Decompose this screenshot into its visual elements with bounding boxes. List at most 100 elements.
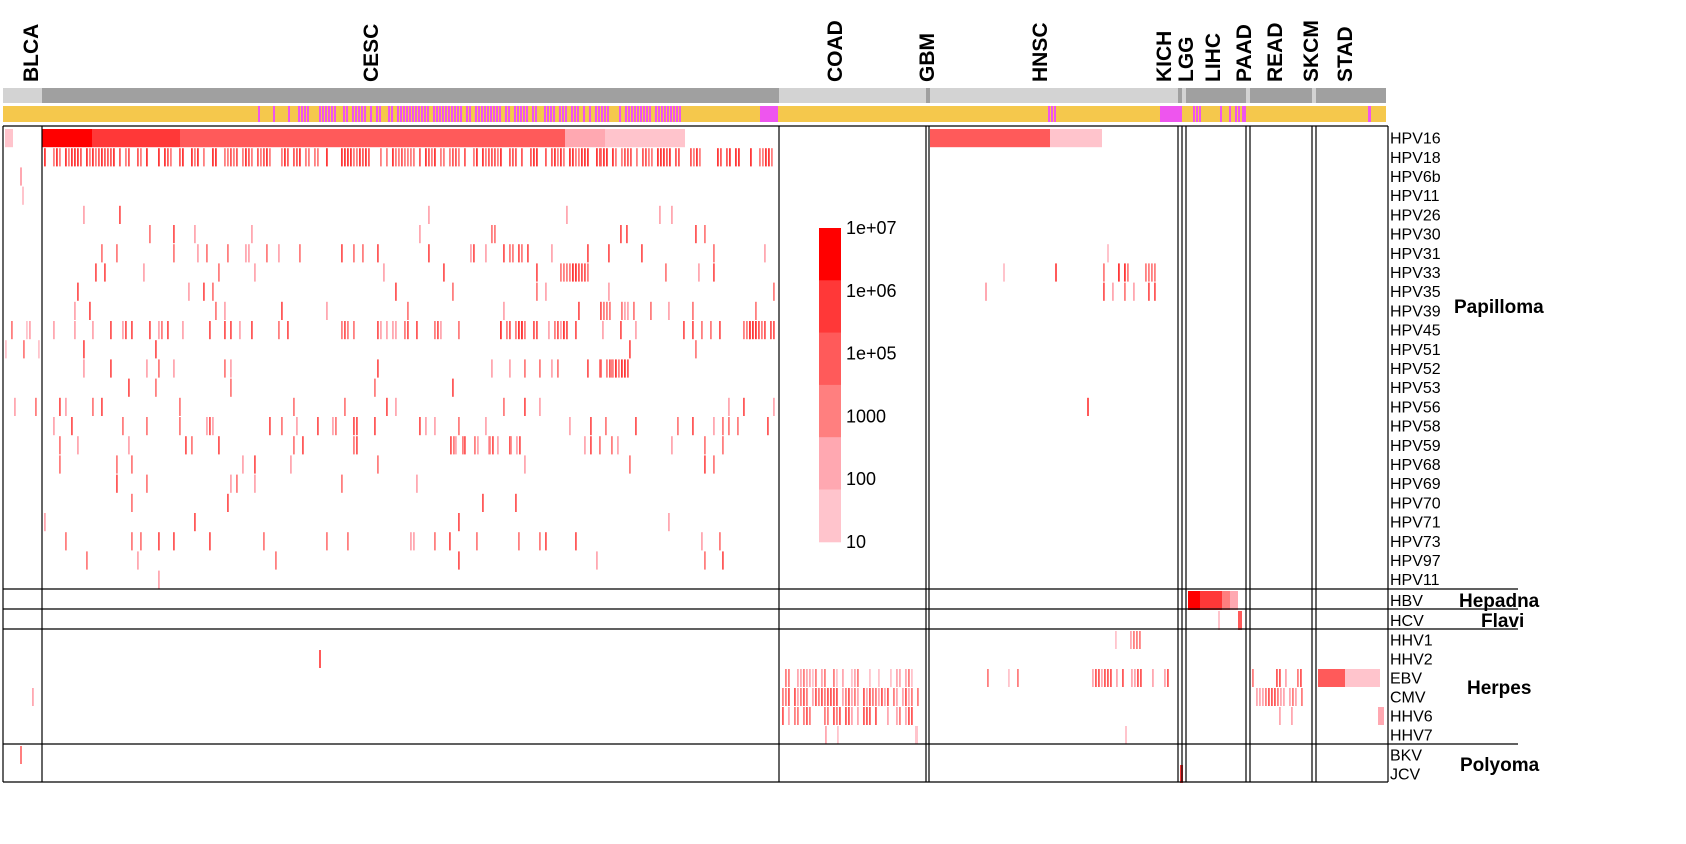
heatmap-cell [896, 707, 898, 725]
heatmap-cell [296, 417, 298, 436]
sample-bar-stripe [547, 106, 549, 122]
heatmap-cell [212, 148, 214, 167]
heatmap-cell [263, 532, 265, 551]
heatmap-cell [95, 263, 97, 282]
heatmap-cell [788, 669, 790, 687]
sample-bar-stripe [550, 106, 552, 122]
heatmap-cell [1101, 669, 1103, 687]
heatmap-cell [203, 282, 205, 301]
annotation-bars [3, 88, 1386, 122]
heatmap-cell [524, 359, 526, 378]
heatmap-cell [275, 551, 277, 570]
heatmap-cell [575, 321, 577, 340]
heatmap-cell [713, 417, 715, 436]
heatmap-cell [287, 148, 289, 167]
heatmap-cell [1292, 688, 1294, 706]
heatmap-cell [788, 688, 790, 706]
heatmap-cell [527, 244, 529, 263]
sample-bar-stripe [442, 106, 444, 122]
cancer-label-kich: KICH [1153, 31, 1176, 82]
legend-tick-label: 100 [846, 469, 876, 489]
heatmap-cell [239, 321, 241, 340]
heatmap-cell [636, 148, 638, 167]
sample-bar-stripe [475, 106, 477, 122]
sample-bar-stripe [307, 106, 309, 122]
heatmap-cell [1222, 591, 1230, 610]
cancer-type-header: BLCA CESC COAD GBM HNSC KICH LGG LIHC PAAD READ SK… [20, 20, 1357, 82]
heatmap-cell [911, 669, 913, 687]
heatmap-cell [236, 474, 238, 493]
heatmap-cell [603, 301, 605, 320]
heatmap-cell [251, 225, 253, 244]
heatmap-cell [146, 359, 148, 378]
heatmap-cell [605, 129, 685, 148]
sample-bar-stripe [520, 106, 522, 122]
heatmap-cell [509, 359, 511, 378]
heatmap-cell [761, 321, 763, 340]
heatmap-cell [308, 148, 310, 167]
heatmap-cell [1283, 688, 1285, 706]
heatmap-cell [44, 513, 46, 532]
heatmap-cell [539, 359, 541, 378]
sample-bar-stripe [258, 106, 260, 122]
heatmap-cell [293, 397, 295, 416]
sample-bar-stripe [355, 106, 357, 122]
heatmap-cell [743, 397, 745, 416]
heatmap-cell [482, 493, 484, 512]
heatmap-cell [23, 340, 25, 359]
sample-bar-stripe [625, 106, 627, 122]
heatmap-cell [191, 148, 193, 167]
heatmap-cell [293, 436, 295, 455]
heatmap-cell [353, 148, 355, 167]
heatmap-cell [128, 148, 130, 167]
heatmap-cell [533, 148, 535, 167]
heatmap-cell [812, 669, 814, 687]
heatmap-cell [633, 301, 635, 320]
heatmap-cell [854, 669, 856, 687]
heatmap-cell [794, 707, 796, 725]
heatmap-cell [719, 532, 721, 551]
heatmap-cell [125, 321, 127, 340]
sample-bar-stripe [1048, 106, 1050, 122]
heatmap-cell [191, 436, 193, 455]
heatmap-cell [212, 282, 214, 301]
heatmap-cell [827, 707, 829, 725]
heatmap-cell [539, 397, 541, 416]
heatmap-cell [341, 321, 343, 340]
heatmap-cell [692, 321, 694, 340]
heatmap-cell [462, 436, 464, 455]
heatmap-cell [197, 148, 199, 167]
virus-label-hpv71: HPV71 [1390, 515, 1441, 532]
sample-bar-stripe [544, 106, 546, 122]
sample-bar-stripe [661, 106, 663, 122]
virus-label-bkv: BKV [1390, 748, 1422, 765]
heatmap-cell [254, 455, 256, 474]
heatmap-cell [863, 707, 865, 725]
heatmap-cell [110, 321, 112, 340]
heatmap-cell [1145, 263, 1147, 282]
sample-bar-stripe [358, 106, 360, 122]
heatmap-cell [563, 263, 565, 282]
heatmap-cell [110, 148, 112, 167]
heatmap-cell [695, 225, 697, 244]
heatmap-cell [590, 436, 592, 455]
cancer-label-paad: PAAD [1233, 24, 1256, 82]
virus-label-jcv: JCV [1390, 767, 1421, 784]
sample-bar-stripe [595, 106, 597, 122]
heatmap-cell [836, 669, 838, 687]
heatmap-cell [482, 148, 484, 167]
heatmap-cell [146, 417, 148, 436]
heatmap-cell [1277, 688, 1279, 706]
sample-bar-stripe [421, 106, 423, 122]
virus-label-cmv: CMV [1390, 690, 1426, 707]
heatmap-cell [565, 129, 605, 148]
heatmap-cell [536, 148, 538, 167]
heatmap-cell [194, 148, 196, 167]
heatmap-cell [581, 263, 583, 282]
heatmap-cell [755, 321, 757, 340]
sample-bar-stripe [448, 106, 450, 122]
heatmap-cell [404, 148, 406, 167]
heatmap-cell [449, 148, 451, 167]
heatmap-cell [473, 148, 475, 167]
sample-bar-stripe [331, 106, 333, 122]
